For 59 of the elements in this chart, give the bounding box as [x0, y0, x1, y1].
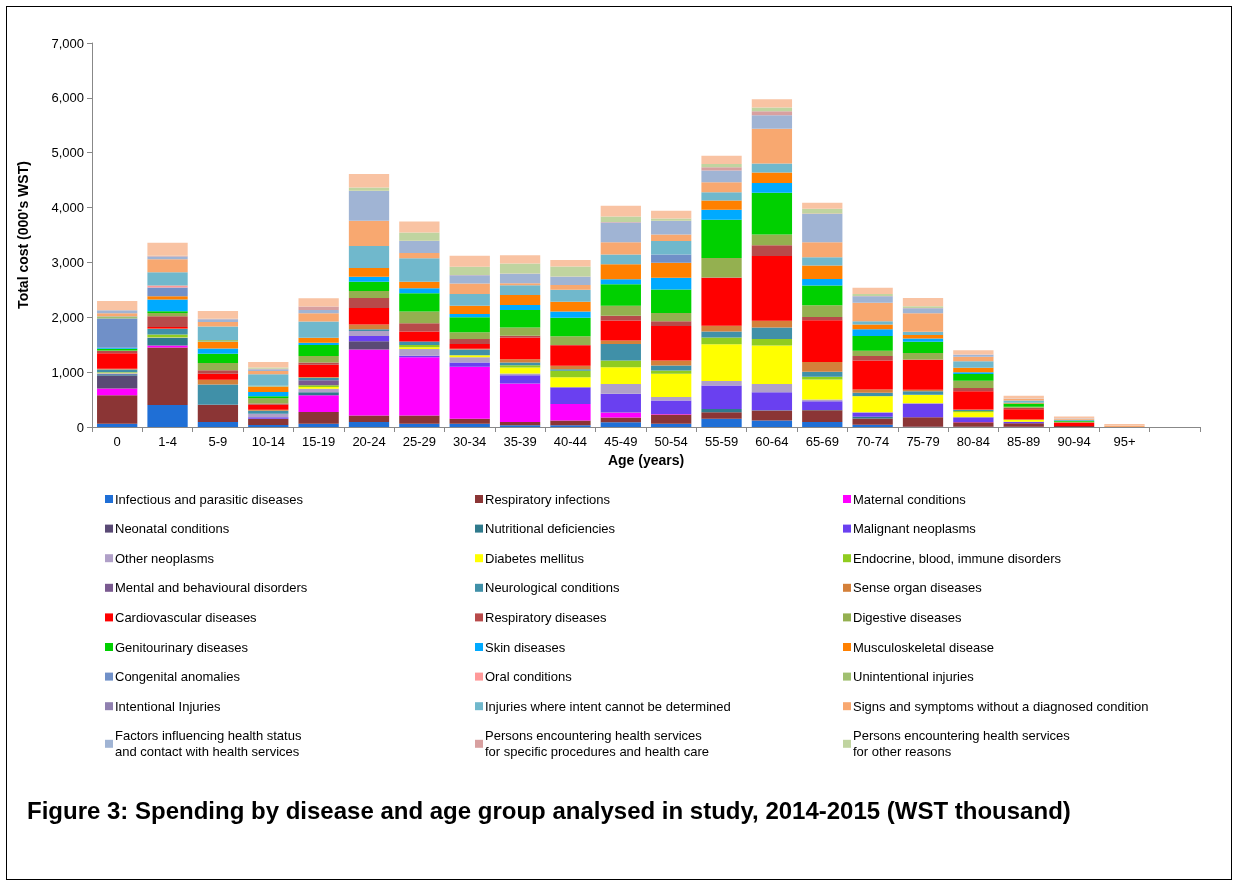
legend-label: Oral conditions	[485, 669, 573, 685]
x-tick-label: 15-19	[302, 434, 336, 449]
legend-label: Persons encountering health services for other reasons	[853, 728, 1071, 760]
x-tick-label: 85-89	[1007, 434, 1041, 449]
x-tick-label: 10-14	[251, 434, 285, 449]
legend-label: Unintentional injuries	[853, 669, 975, 685]
y-tick-label: 4,000	[51, 200, 84, 216]
x-tick-label: 40-44	[553, 434, 588, 449]
legend-label: Skin diseases	[485, 639, 566, 655]
x-tick-label: 90-94	[1057, 434, 1091, 449]
x-tick-label: 60-64	[755, 434, 789, 449]
legend-label: Diabetes mellitus	[485, 550, 585, 566]
legend-label: Sense organ diseases	[853, 580, 983, 596]
legend-label: Genitourinary diseases	[115, 639, 249, 655]
text: Figure 3: Spending by disease and age group analysed in study, 2014-2015 (WST thousand)	[27, 797, 1071, 824]
x-tick-label: 20-24	[352, 434, 386, 449]
legend-label: Mental and behavioural disorders	[115, 580, 308, 596]
x-tick-label: 55-59	[704, 434, 739, 449]
y-axis-title: Total cost (000's WST)	[15, 161, 31, 309]
x-tick-label: 65-69	[805, 434, 839, 449]
x-tick-label: 80-84	[956, 434, 990, 449]
legend-label: Injuries where intent cannot be determined	[485, 698, 731, 714]
x-tick-label: 50-54	[654, 434, 688, 449]
x-tick-label: 35-39	[503, 434, 537, 449]
x-tick-label: 75-79	[906, 434, 940, 449]
y-tick-label: 6,000	[51, 90, 84, 106]
legend-label: Musculoskeletal disease	[853, 639, 994, 655]
legend-label: Respiratory diseases	[485, 609, 607, 625]
legend-label: Nutritional deficiencies	[485, 521, 616, 537]
legend-label: Neonatal conditions	[115, 521, 230, 537]
y-tick-label: 3,000	[51, 254, 84, 270]
y-tick-label: 2,000	[51, 309, 84, 325]
legend-label: Digestive diseases	[853, 609, 962, 625]
x-tick-label: 0	[113, 434, 121, 449]
x-tick-label: 45-49	[604, 434, 638, 449]
legend-label: Malignant neoplasms	[853, 521, 977, 537]
legend-label: Other neoplasms	[115, 550, 215, 566]
legend-label: Factors influencing health status and contact with health services	[115, 728, 302, 760]
legend-label: Maternal conditions	[853, 491, 967, 507]
y-tick-label: 0	[76, 419, 84, 435]
legend-label: Persons encountering health services for specific procedures and health care	[485, 728, 710, 760]
x-tick-label: 30-34	[453, 434, 487, 449]
x-tick-label: 70-74	[856, 434, 890, 449]
legend-label: Infectious and parasitic diseases	[115, 491, 304, 507]
legend-label: Cardiovascular diseases	[115, 609, 258, 625]
y-tick-label: 5,000	[51, 145, 84, 161]
legend-label: Signs and symptoms without a diagnosed condition	[853, 698, 1149, 714]
legend-label: Respiratory infections	[485, 491, 611, 507]
legend-label: Neurological conditions	[485, 580, 620, 596]
y-tick-label: 1,000	[51, 364, 84, 380]
x-tick-label: 25-29	[402, 434, 436, 449]
x-tick-label: 5-9	[208, 434, 228, 449]
y-tick-label: 7,000	[51, 35, 84, 51]
x-tick-label: 95+	[1113, 434, 1136, 449]
x-tick-label: 1-4	[158, 434, 177, 449]
legend-label: Intentional Injuries	[115, 698, 222, 714]
legend-label: Endocrine, blood, immune disorders	[853, 550, 1062, 566]
x-axis-title: Age (years)	[607, 452, 685, 468]
legend-label: Congenital anomalies	[115, 669, 241, 685]
